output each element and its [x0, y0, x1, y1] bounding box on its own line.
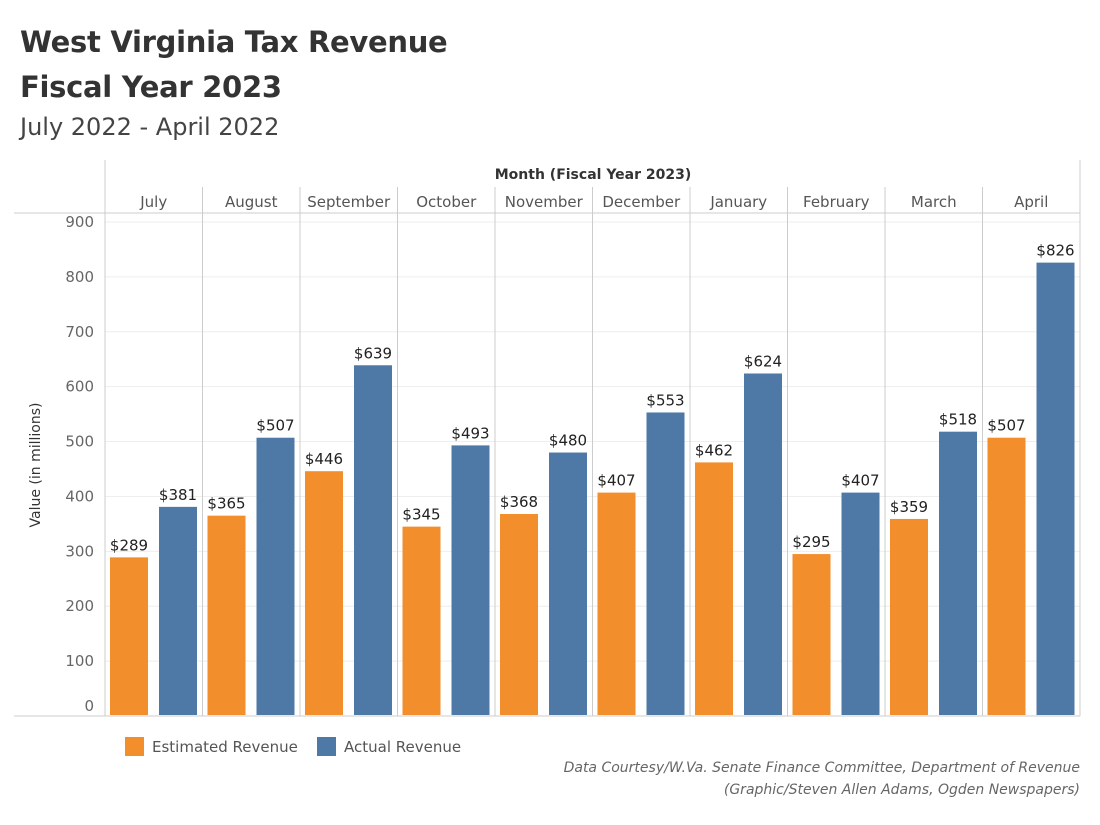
legend-swatch-actual — [317, 737, 336, 756]
legend-swatch-estimated — [125, 737, 144, 756]
data-label: $826 — [1036, 242, 1074, 260]
legend-item-actual: Actual Revenue — [317, 737, 461, 756]
bar-actual — [451, 445, 490, 715]
x-tick-label: March — [911, 193, 957, 211]
bar-actual — [159, 506, 197, 715]
data-label: $359 — [890, 498, 928, 516]
data-label: $446 — [305, 450, 343, 468]
y-tick-label: 100 — [65, 652, 94, 670]
bar-actual — [256, 437, 295, 715]
x-tick-label: August — [225, 193, 278, 211]
y-axis-title: Value (in millions) — [28, 403, 44, 528]
bar-actual — [354, 365, 392, 715]
legend-label-estimated: Estimated Revenue — [152, 737, 298, 756]
chart-title-line2: Fiscal Year 2023 — [20, 70, 282, 104]
data-label: $507 — [987, 417, 1025, 435]
legend-label-actual: Actual Revenue — [344, 737, 462, 756]
bar-actual — [646, 412, 685, 715]
x-tick-label: September — [307, 193, 391, 211]
x-tick-label: July — [139, 193, 167, 211]
x-tick-label: February — [803, 193, 870, 211]
bar-estimated — [305, 471, 343, 715]
data-label: $624 — [744, 352, 782, 370]
credit-source: Data Courtesy/W.Va. Senate Finance Commi… — [563, 760, 1080, 776]
data-label: $407 — [841, 472, 879, 490]
y-tick-label: 700 — [65, 323, 94, 341]
y-tick-label: 400 — [65, 487, 94, 505]
legend-item-estimated: Estimated Revenue — [125, 737, 298, 756]
bar-actual — [841, 492, 880, 715]
data-label: $407 — [597, 472, 635, 490]
x-tick-label: April — [1014, 193, 1048, 211]
data-label: $345 — [402, 506, 440, 524]
bar-estimated — [110, 557, 148, 715]
x-tick-label: November — [505, 193, 584, 211]
chart-title-line1: West Virginia Tax Revenue — [20, 25, 448, 59]
x-tick-label: January — [709, 193, 767, 211]
data-label: $368 — [500, 493, 538, 511]
bar-estimated — [890, 518, 928, 715]
y-tick-label: 900 — [65, 213, 94, 231]
y-tick-label: 600 — [65, 378, 94, 396]
data-label: $381 — [159, 486, 197, 504]
data-label: $507 — [256, 417, 294, 435]
x-tick-label: December — [602, 193, 681, 211]
x-tick-label: October — [416, 193, 477, 211]
y-tick-label: 500 — [65, 433, 94, 451]
bar-actual — [939, 431, 977, 715]
bar-estimated — [500, 514, 538, 715]
bar-actual — [744, 373, 782, 715]
bar-estimated — [792, 554, 831, 715]
data-label: $365 — [207, 495, 245, 513]
bar-actual — [1036, 262, 1075, 715]
bar-estimated — [597, 492, 636, 715]
data-label: $493 — [451, 424, 489, 442]
data-label: $553 — [646, 391, 684, 409]
bar-estimated — [207, 515, 246, 715]
bar-estimated — [987, 437, 1026, 715]
y-tick-label: 300 — [65, 542, 94, 560]
bar-actual — [549, 452, 587, 715]
chart-subtitle: July 2022 - April 2022 — [20, 113, 280, 141]
bar-estimated — [695, 462, 733, 715]
data-label: $462 — [695, 441, 733, 459]
bar-estimated — [402, 526, 441, 715]
data-label: $639 — [354, 344, 392, 362]
y-tick-label: 800 — [65, 268, 94, 286]
x-axis-title: Month (Fiscal Year 2023) — [495, 167, 692, 183]
data-label: $518 — [939, 411, 977, 429]
data-label: $295 — [792, 533, 830, 551]
y-tick-label: 200 — [65, 597, 94, 615]
y-tick-label: 0 — [84, 697, 94, 715]
credit-graphic: (Graphic/Steven Allen Adams, Ogden Newsp… — [723, 782, 1080, 798]
data-label: $289 — [110, 536, 148, 554]
data-label: $480 — [549, 432, 587, 450]
